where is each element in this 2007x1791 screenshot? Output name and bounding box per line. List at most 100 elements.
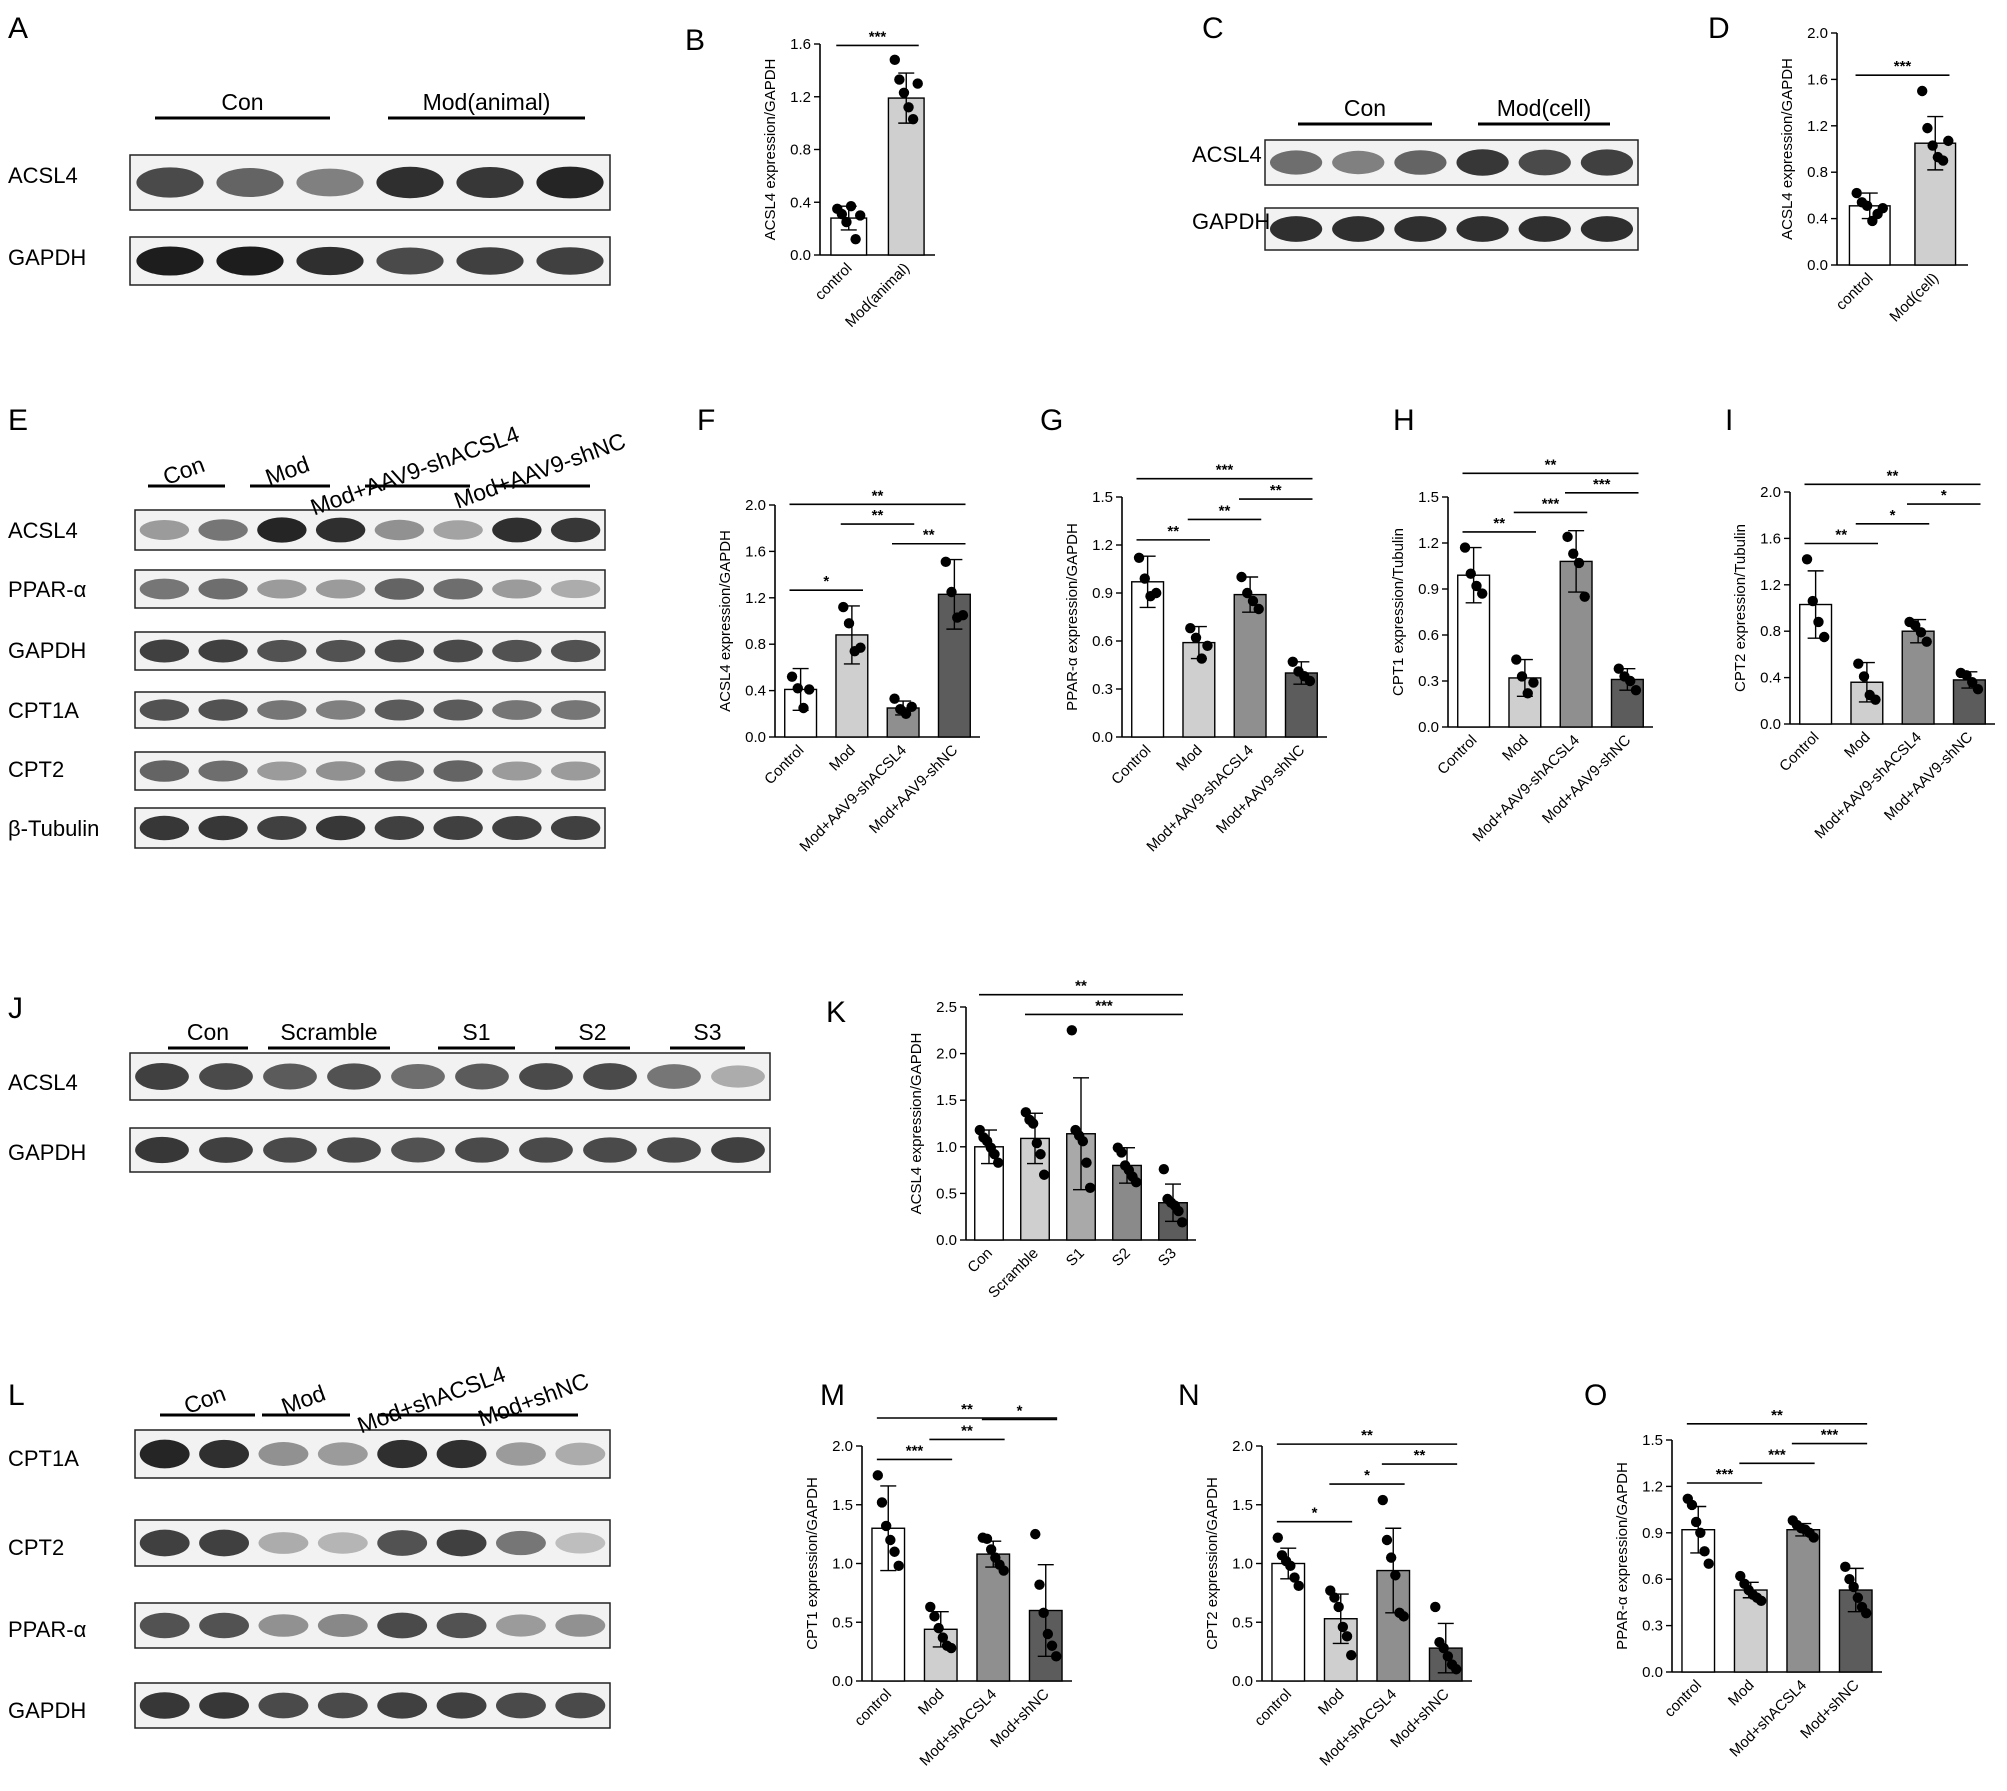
y-tick-label: 0.6 bbox=[1418, 627, 1439, 644]
blot-band bbox=[496, 1692, 546, 1719]
blot-band bbox=[492, 816, 542, 840]
blot-band bbox=[317, 1442, 368, 1466]
data-point bbox=[893, 1560, 904, 1572]
blot-band bbox=[139, 520, 190, 540]
blot-row-label: CPT2 bbox=[8, 757, 64, 782]
data-point bbox=[1922, 122, 1933, 134]
panel-label-b: B bbox=[685, 24, 705, 57]
data-point bbox=[1038, 1607, 1049, 1619]
blot-group-label: Mod(cell) bbox=[1497, 95, 1592, 121]
data-point bbox=[1630, 685, 1642, 696]
panel-label-g: G bbox=[1040, 404, 1063, 437]
blot-group-label: Mod bbox=[262, 451, 313, 491]
blot-row-label: CPT1A bbox=[8, 698, 79, 723]
data-point bbox=[885, 1534, 896, 1546]
blot-band bbox=[317, 1692, 368, 1719]
blot-band bbox=[296, 168, 364, 197]
blot-row-label: β-Tubulin bbox=[8, 816, 99, 841]
data-point bbox=[937, 1632, 949, 1643]
y-tick-label: 1.5 bbox=[1418, 489, 1439, 506]
data-point bbox=[1158, 1163, 1170, 1175]
data-point bbox=[912, 78, 923, 89]
data-point bbox=[1341, 1631, 1353, 1642]
y-tick-label: 1.5 bbox=[936, 1092, 957, 1109]
data-point bbox=[925, 1601, 936, 1613]
blot-band bbox=[198, 760, 248, 782]
blot-band bbox=[436, 1692, 487, 1719]
y-tick-label: 0.3 bbox=[1642, 1618, 1663, 1635]
data-point bbox=[1430, 1601, 1441, 1613]
chart-m: 0.0 0.5 1.0 1.5 2.0 CPT1 expression/GAPDH cont… bbox=[804, 1401, 1072, 1769]
y-tick-label: 0.3 bbox=[1092, 681, 1113, 698]
data-point bbox=[1813, 616, 1824, 628]
data-point bbox=[1528, 677, 1539, 688]
blot-band bbox=[327, 1063, 381, 1090]
significance-label: ** bbox=[1270, 482, 1282, 499]
blot-row-label: GAPDH bbox=[1192, 209, 1270, 234]
blot-band bbox=[647, 1064, 701, 1089]
blot-band bbox=[1269, 150, 1323, 175]
data-point bbox=[1840, 1561, 1851, 1573]
blot-band bbox=[433, 578, 483, 600]
data-point bbox=[981, 1533, 993, 1545]
blot-row-label: CPT1A bbox=[8, 1446, 79, 1471]
data-point bbox=[1289, 1572, 1300, 1583]
data-point bbox=[1333, 1601, 1344, 1613]
data-point bbox=[855, 210, 866, 221]
blot-band bbox=[550, 700, 601, 720]
x-tick-label: Mod(cell) bbox=[1886, 270, 1942, 326]
blot-band bbox=[258, 1532, 309, 1554]
y-tick-label: 1.5 bbox=[1092, 489, 1113, 506]
data-point bbox=[889, 693, 900, 704]
significance-label: * bbox=[1941, 487, 1947, 504]
y-tick-label: 0.0 bbox=[1232, 1673, 1253, 1690]
blot-band bbox=[456, 167, 524, 198]
y-axis-title: CPT1 expression/Tubulin bbox=[1390, 528, 1407, 696]
data-point bbox=[1130, 1177, 1142, 1188]
panel-label-l: L bbox=[8, 1379, 25, 1412]
blot-band bbox=[139, 639, 190, 663]
data-point bbox=[1471, 580, 1482, 592]
significance-label: *** bbox=[1821, 1427, 1839, 1444]
y-tick-label: 1.2 bbox=[745, 590, 766, 607]
y-tick-label: 2.0 bbox=[1760, 484, 1781, 501]
x-tick-label: Scramble bbox=[985, 1245, 1042, 1302]
data-point bbox=[841, 216, 852, 228]
data-point bbox=[1027, 1118, 1039, 1129]
significance-label: ** bbox=[961, 1401, 973, 1418]
data-point bbox=[1390, 1570, 1401, 1581]
y-tick-label: 1.2 bbox=[1418, 535, 1439, 552]
data-point bbox=[1690, 1516, 1702, 1528]
data-point bbox=[1272, 1532, 1283, 1543]
significance-label: *** bbox=[869, 28, 887, 45]
y-axis-title: PPAR-α expression/GAPDH bbox=[1064, 523, 1081, 711]
x-tick-label: Mod+AAV9-shNC bbox=[866, 742, 961, 837]
significance-label: ** bbox=[923, 527, 935, 544]
data-point bbox=[1046, 1640, 1058, 1651]
blot-band bbox=[519, 1137, 573, 1163]
panel-label-j: J bbox=[8, 992, 23, 1025]
data-point bbox=[1190, 632, 1202, 643]
data-point bbox=[933, 1622, 944, 1634]
data-point bbox=[900, 708, 912, 719]
significance-label: *** bbox=[1768, 1446, 1786, 1463]
blot-band bbox=[257, 700, 307, 720]
blot-band bbox=[1394, 216, 1447, 242]
blot-row-label: GAPDH bbox=[8, 1140, 86, 1165]
y-tick-label: 0.0 bbox=[936, 1232, 957, 1249]
blot-band bbox=[199, 1692, 249, 1719]
blot-band bbox=[550, 639, 601, 663]
y-tick-label: 2.0 bbox=[1807, 25, 1828, 42]
y-tick-label: 0.8 bbox=[790, 142, 811, 159]
blot-band bbox=[199, 1063, 253, 1090]
blot-group-label: Mod bbox=[278, 1380, 329, 1420]
panel-label-h: H bbox=[1393, 404, 1415, 437]
data-point bbox=[1844, 1574, 1855, 1585]
blot-band bbox=[436, 1612, 487, 1639]
blot-band bbox=[317, 1532, 368, 1554]
panel-label-a: A bbox=[8, 12, 28, 45]
blot-row-label: ACSL4 bbox=[8, 518, 78, 543]
blot-j: ACSL4 GAPDH Con Scramble S1 S2 S3 bbox=[8, 1019, 771, 1173]
data-point bbox=[786, 671, 798, 682]
